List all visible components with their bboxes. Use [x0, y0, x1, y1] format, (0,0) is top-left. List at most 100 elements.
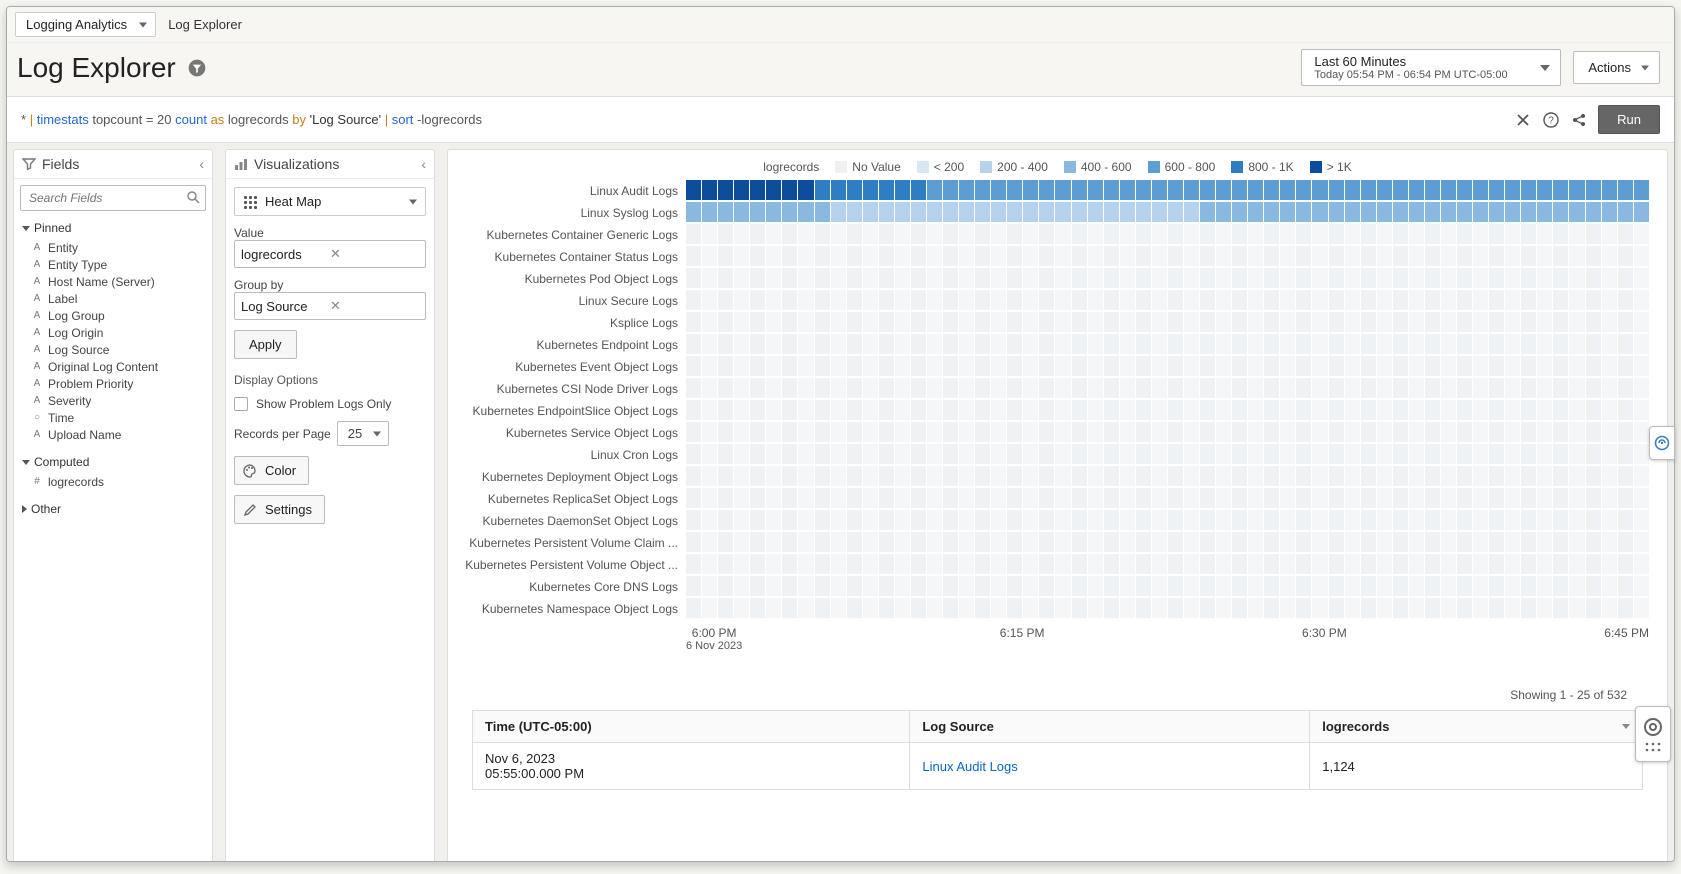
heatmap-cell[interactable] — [1553, 554, 1568, 574]
heatmap-cell[interactable] — [782, 378, 797, 398]
heatmap-cell[interactable] — [1039, 444, 1054, 464]
heatmap-cell[interactable] — [1136, 422, 1151, 442]
heatmap-cell[interactable] — [702, 246, 717, 266]
heatmap-cell[interactable] — [1184, 488, 1199, 508]
heatmap-cell[interactable] — [1296, 554, 1311, 574]
heatmap-cell[interactable] — [1248, 356, 1263, 376]
heatmap-cell[interactable] — [1088, 246, 1103, 266]
heatmap-cell[interactable] — [766, 488, 781, 508]
heatmap-cell[interactable] — [959, 312, 974, 332]
heatmap-cell[interactable] — [1409, 532, 1424, 552]
heatmap-cell[interactable] — [1537, 312, 1552, 332]
heatmap-cell[interactable] — [1473, 246, 1488, 266]
heatmap-cell[interactable] — [1377, 290, 1392, 310]
heatmap-cell[interactable] — [718, 268, 733, 288]
heatmap-cell[interactable] — [815, 268, 830, 288]
heatmap-cell[interactable] — [1569, 268, 1584, 288]
heatmap-cell[interactable] — [1602, 510, 1617, 530]
heatmap-cell[interactable] — [1055, 576, 1070, 596]
heatmap-cell[interactable] — [1425, 290, 1440, 310]
settings-button[interactable]: Settings — [234, 495, 325, 524]
heatmap-cell[interactable] — [734, 312, 749, 332]
heatmap-cell[interactable] — [911, 576, 926, 596]
heatmap-cell[interactable] — [798, 532, 813, 552]
heatmap-cell[interactable] — [1312, 488, 1327, 508]
heatmap-cell[interactable] — [1264, 378, 1279, 398]
heatmap-cell[interactable] — [1618, 444, 1633, 464]
heatmap-cell[interactable] — [1007, 532, 1022, 552]
query-text[interactable]: * | timestats topcount = 20 count as log… — [21, 112, 1504, 127]
heatmap-cell[interactable] — [1264, 356, 1279, 376]
heatmap-cell[interactable] — [1425, 554, 1440, 574]
heatmap-cell[interactable] — [975, 224, 990, 244]
heatmap-cell[interactable] — [686, 334, 701, 354]
heatmap-cell[interactable] — [718, 202, 733, 222]
heatmap-cell[interactable] — [1296, 312, 1311, 332]
heatmap-cell[interactable] — [1232, 444, 1247, 464]
heatmap-cell[interactable] — [1457, 422, 1472, 442]
heatmap-cell[interactable] — [702, 202, 717, 222]
heatmap-cell[interactable] — [1039, 290, 1054, 310]
heatmap-cell[interactable] — [1120, 400, 1135, 420]
heatmap-cell[interactable] — [1312, 224, 1327, 244]
heatmap-cell[interactable] — [1361, 576, 1376, 596]
heatmap-cell[interactable] — [1569, 246, 1584, 266]
heatmap-cell[interactable] — [1505, 400, 1520, 420]
heatmap-cell[interactable] — [718, 554, 733, 574]
heatmap-cell[interactable] — [1634, 268, 1649, 288]
heatmap-cell[interactable] — [1248, 202, 1263, 222]
heatmap-cell[interactable] — [943, 202, 958, 222]
heatmap-cell[interactable] — [943, 356, 958, 376]
heatmap-cell[interactable] — [1521, 202, 1536, 222]
heatmap-cell[interactable] — [943, 268, 958, 288]
heatmap-cell[interactable] — [1152, 554, 1167, 574]
heatmap-cell[interactable] — [1553, 400, 1568, 420]
heatmap-cell[interactable] — [734, 532, 749, 552]
heatmap-cell[interactable] — [1200, 510, 1215, 530]
heatmap-cell[interactable] — [1152, 466, 1167, 486]
heatmap-row-label[interactable]: Kubernetes Container Status Logs — [456, 246, 686, 268]
heatmap-cell[interactable] — [879, 532, 894, 552]
heatmap-cell[interactable] — [1569, 312, 1584, 332]
heatmap-cell[interactable] — [1634, 444, 1649, 464]
heatmap-cell[interactable] — [1489, 510, 1504, 530]
heatmap-cell[interactable] — [1136, 400, 1151, 420]
heatmap-cell[interactable] — [1088, 378, 1103, 398]
heatmap-cell[interactable] — [1248, 246, 1263, 266]
heatmap-cell[interactable] — [686, 180, 701, 200]
heatmap-cell[interactable] — [815, 312, 830, 332]
heatmap-cell[interactable] — [1618, 290, 1633, 310]
heatmap-cell[interactable] — [927, 488, 942, 508]
heatmap-cell[interactable] — [991, 334, 1006, 354]
heatmap-row-label[interactable]: Linux Secure Logs — [456, 290, 686, 312]
heatmap-cell[interactable] — [1184, 598, 1199, 618]
heatmap-cell[interactable] — [927, 422, 942, 442]
heatmap-cell[interactable] — [1441, 422, 1456, 442]
heatmap-cell[interactable] — [702, 444, 717, 464]
heatmap-cell[interactable] — [1537, 224, 1552, 244]
heatmap-cell[interactable] — [1184, 224, 1199, 244]
heatmap-cell[interactable] — [1088, 312, 1103, 332]
heatmap-cell[interactable] — [1345, 400, 1360, 420]
heatmap-cell[interactable] — [798, 246, 813, 266]
heatmap-cell[interactable] — [1537, 466, 1552, 486]
heatmap-cell[interactable] — [1136, 180, 1151, 200]
heatmap-cell[interactable] — [863, 488, 878, 508]
heatmap-cell[interactable] — [1232, 180, 1247, 200]
heatmap-cell[interactable] — [1104, 290, 1119, 310]
heatmap-cell[interactable] — [1634, 576, 1649, 596]
heatmap-cell[interactable] — [1553, 466, 1568, 486]
heatmap-cell[interactable] — [911, 268, 926, 288]
heatmap-cell[interactable] — [911, 488, 926, 508]
heatmap-cell[interactable] — [1393, 598, 1408, 618]
heatmap-cell[interactable] — [1345, 202, 1360, 222]
viz-type-select[interactable]: Heat Map — [234, 187, 426, 216]
heatmap-cell[interactable] — [1152, 400, 1167, 420]
heatmap-cell[interactable] — [782, 554, 797, 574]
heatmap-cell[interactable] — [1200, 290, 1215, 310]
heatmap-cell[interactable] — [1200, 400, 1215, 420]
heatmap-cell[interactable] — [718, 488, 733, 508]
heatmap-cell[interactable] — [1264, 180, 1279, 200]
heatmap-cell[interactable] — [1618, 246, 1633, 266]
heatmap-cell[interactable] — [1409, 246, 1424, 266]
